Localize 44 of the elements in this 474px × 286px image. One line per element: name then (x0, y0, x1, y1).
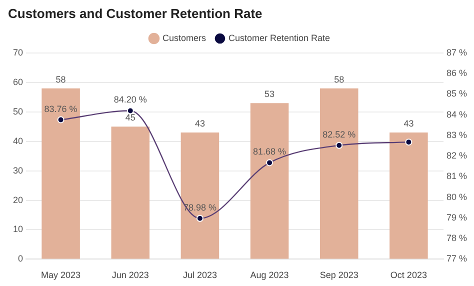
bar (250, 103, 289, 259)
bar (390, 132, 428, 259)
legend-label: Customers (162, 32, 206, 43)
y2-tick-label: 79 % (446, 212, 467, 222)
data-label: 84.20 % (114, 94, 147, 105)
y2-tick-label: 83 % (446, 130, 467, 140)
x-tick-label: May 2023 (41, 270, 81, 280)
y2-tick-label: 87 % (446, 47, 467, 58)
bar (111, 126, 150, 259)
y2-tick-label: 80 % (446, 192, 467, 202)
data-label: 43 (404, 118, 414, 129)
x-tick-label: Sep 2023 (320, 270, 358, 280)
data-label: 83.76 % (44, 104, 78, 114)
data-label: 45 (125, 112, 136, 123)
y-tick-label: 20 (12, 194, 24, 205)
y2-tick-label: 84 % (446, 109, 467, 120)
legend-label: Customer Retention Rate (228, 32, 330, 43)
data-label: 81.68 % (253, 146, 286, 157)
y2-tick-label: 77 % (446, 254, 467, 264)
x-tick-label: Jul 2023 (182, 270, 217, 280)
y-tick-label: 30 (12, 165, 24, 176)
y2-tick-label: 85 % (446, 88, 467, 99)
y-tick-label: 60 (12, 76, 24, 87)
y-tick-label: 40 (12, 136, 24, 146)
bar (42, 88, 80, 259)
data-label: 53 (264, 89, 275, 100)
data-label: 43 (194, 118, 205, 129)
data-label: 58 (56, 74, 66, 84)
y2-tick-label: 82 % (446, 150, 467, 161)
chart-title: Customers and Customer Retention Rate (7, 5, 264, 23)
x-tick-label: Jun 2023 (112, 270, 149, 280)
y2-tick-label: 86 % (446, 68, 467, 78)
data-label: 58 (334, 74, 344, 84)
y2-tick-label: 78 % (446, 233, 467, 244)
x-tick-label: Oct 2023 (390, 270, 427, 280)
y-tick-label: 0 (18, 254, 24, 264)
data-label: 82.52 % (322, 129, 356, 140)
bar (180, 132, 220, 259)
y-tick-label: 70 (12, 47, 24, 58)
y2-tick-label: 81 % (446, 171, 467, 182)
y-tick-label: 10 (12, 224, 24, 234)
bar (320, 88, 358, 259)
x-tick-label: Aug 2023 (250, 270, 289, 280)
y-tick-label: 50 (12, 106, 24, 116)
